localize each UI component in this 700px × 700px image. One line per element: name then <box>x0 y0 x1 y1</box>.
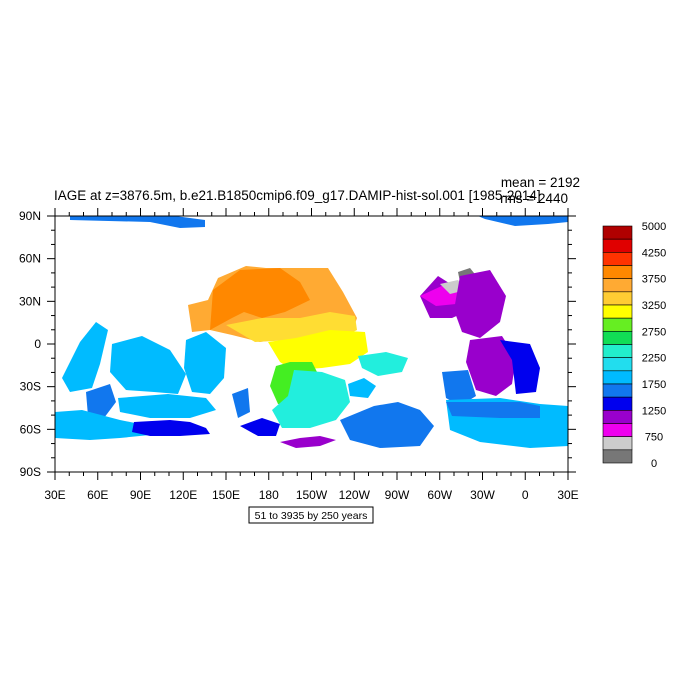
lon-tick-label: 150W <box>296 488 328 502</box>
field-atlantic-south <box>466 336 516 396</box>
map-frame <box>47 208 576 480</box>
colorbar-box <box>602 357 633 372</box>
colorbar-box <box>602 265 633 279</box>
field-southern-strip <box>55 410 160 440</box>
colorbar <box>602 225 633 464</box>
lon-tick-label: 120W <box>339 488 371 502</box>
lon-tick-label: 30E <box>44 488 65 502</box>
info-box: 51 to 3935 by 250 years <box>248 506 374 524</box>
colorbar-label: 5000 <box>642 221 666 233</box>
colorbar-box <box>602 383 633 398</box>
colorbar-box <box>602 370 633 385</box>
colorbar-label: 4250 <box>642 247 666 259</box>
field-south-pacific-cyan <box>272 370 350 428</box>
colorbar-box <box>602 252 633 266</box>
field-equatorial-pacific <box>268 330 368 370</box>
field-north-pacific-orange <box>210 268 310 330</box>
colorbar-label: 2750 <box>642 326 666 338</box>
lon-tick-label: 0 <box>522 488 529 502</box>
lon-tick-label: 150E <box>212 488 240 502</box>
field-purple-south <box>280 436 336 448</box>
colorbar-box <box>602 410 633 424</box>
colorbar-box <box>602 449 633 464</box>
colorbar-box <box>602 238 633 253</box>
lon-tick-label: 120E <box>169 488 197 502</box>
field-atlantic-blue-strip <box>446 402 540 418</box>
colorbar-box <box>602 304 633 319</box>
field-indian-east <box>184 332 226 394</box>
colorbar-label: 0 <box>651 458 657 470</box>
rms-label: rms = 2440 <box>500 191 568 206</box>
lon-tick-label: 90W <box>385 488 410 502</box>
field-indian-south <box>118 394 216 418</box>
lat-tick-label: 30S <box>20 380 41 394</box>
colorbar-box <box>602 396 633 411</box>
colorbar-labels: 5000 4250 3750 3250 2750 2250 1750 1250 750 0 <box>642 221 666 470</box>
lon-tick-label: 30W <box>470 488 495 502</box>
lon-tick-label: 30E <box>557 488 578 502</box>
colorbar-box <box>602 423 633 437</box>
lon-tick-label: 90E <box>130 488 151 502</box>
colorbar-box <box>602 291 633 306</box>
info-box-text: 51 to 3935 by 250 years <box>255 510 368 522</box>
colorbar-box <box>602 344 633 358</box>
field-arctic-east <box>478 216 568 226</box>
colorbar-box <box>602 278 633 293</box>
lat-tick-label: 30N <box>19 294 41 308</box>
lat-tick-label: 60N <box>19 252 41 266</box>
lon-tick-labels: 30E 60E 90E 120E 150E 180 150W 120W 90W 60W 30W 0 30… <box>44 488 578 502</box>
field-atlantic-southwest <box>442 370 476 406</box>
field-arctic-west <box>70 216 205 228</box>
field-antarctic-deep <box>132 420 210 436</box>
field-southeast-pacific <box>340 402 434 448</box>
lon-tick-label: 180 <box>259 488 279 502</box>
field-blue-small <box>348 378 376 398</box>
colorbar-label: 1750 <box>642 379 666 391</box>
field-cyan-small <box>358 352 408 376</box>
field-atlantic-deep <box>500 340 540 394</box>
field-south-pacific-blue <box>232 388 250 418</box>
colorbar-label: 2250 <box>642 353 666 365</box>
chart-title: IAGE at z=3876.5m, b.e21.B1850cmip6.f09_… <box>54 188 541 203</box>
lat-tick-labels: 90N 60N 30N 0 30S 60S 90S <box>19 209 41 479</box>
colorbar-box <box>602 225 633 240</box>
colorbar-label: 3250 <box>642 300 666 312</box>
lat-tick-label: 90N <box>19 209 41 223</box>
colorbar-label: 1250 <box>642 405 666 417</box>
colorbar-box <box>602 436 633 451</box>
lat-tick-label: 0 <box>34 337 41 351</box>
field-southern-blue-west <box>86 384 116 418</box>
map-plot <box>55 216 568 472</box>
lat-tick-label: 90S <box>20 465 41 479</box>
colorbar-label: 3750 <box>642 274 666 286</box>
colorbar-box <box>602 331 633 345</box>
field-antarctic-deep-2 <box>240 418 280 436</box>
lon-tick-label: 60W <box>427 488 452 502</box>
mean-label: mean = 2192 <box>501 175 580 190</box>
field-mid-atlantic <box>454 270 506 338</box>
lon-tick-label: 60E <box>87 488 108 502</box>
colorbar-box <box>602 317 633 332</box>
lat-tick-label: 60S <box>20 422 41 436</box>
field-indian-west <box>62 322 108 392</box>
colorbar-label: 750 <box>645 432 663 444</box>
field-indian-central <box>110 336 186 394</box>
